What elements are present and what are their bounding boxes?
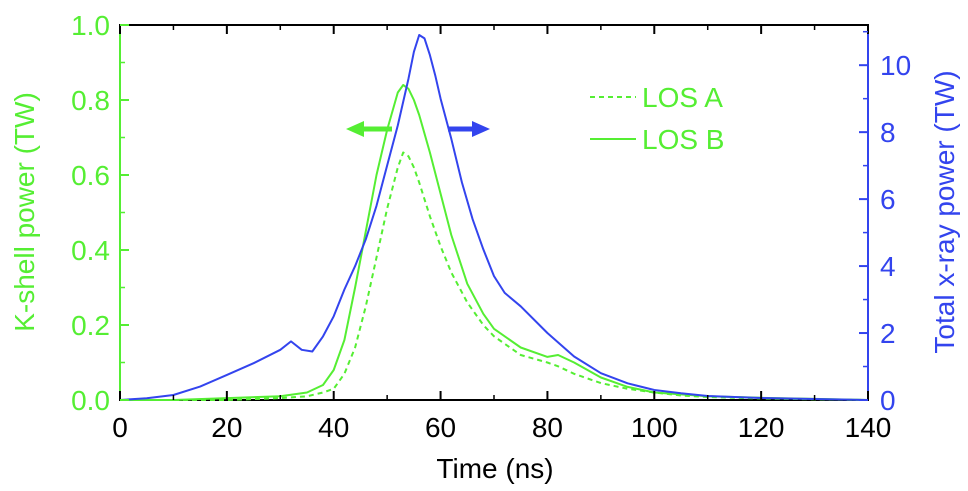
left-axis-arrow-head	[346, 121, 364, 137]
legend-label: LOS A	[642, 82, 723, 113]
y-left-axis-label: K-shell power (TW)	[9, 92, 40, 332]
y-left-tick-label: 0.4	[71, 235, 110, 266]
y-right-tick-label: 2	[880, 318, 896, 349]
series-line-los-b	[120, 84, 869, 401]
x-tick-label: 140	[845, 412, 892, 443]
plot-area-border	[119, 24, 869, 401]
x-tick-label: 80	[532, 412, 563, 443]
y-left-tick-label: 1.0	[71, 10, 110, 41]
series-line-total-xray	[119, 34, 869, 401]
y-left-tick-label: 0.0	[71, 385, 110, 416]
legend: LOS A LOS B	[590, 82, 724, 155]
legend-label: LOS B	[642, 124, 724, 155]
series-layer	[119, 34, 869, 401]
x-tick-label: 40	[318, 412, 349, 443]
y-right-tick-label: 4	[880, 251, 896, 282]
x-tick-label: 0	[112, 412, 128, 443]
y-left-tick-label: 0.2	[71, 310, 110, 341]
plot-frame	[119, 24, 869, 401]
annotations	[346, 121, 490, 137]
y-right-tick-label: 6	[880, 184, 896, 215]
y-right-tick-label: 0	[880, 385, 896, 416]
y-left-tick-label: 0.6	[71, 160, 110, 191]
y-right-axis-label: Total x-ray power (TW)	[929, 70, 960, 353]
series-line-los-a	[120, 151, 869, 401]
ticks-layer: 0 20 40 60 80 100 120 140 0.0 0.2 0.4 0.6 0.8 1.0 0 2 4 6…	[71, 10, 911, 443]
y-left-tick-label: 0.8	[71, 85, 110, 116]
x-tick-label: 120	[738, 412, 785, 443]
y-right-tick-label: 8	[880, 117, 896, 148]
x-tick-label: 100	[631, 412, 678, 443]
x-tick-label: 20	[211, 412, 242, 443]
x-tick-label: 60	[425, 412, 456, 443]
y-right-tick-label: 10	[880, 50, 911, 81]
x-axis-label: Time (ns)	[436, 453, 553, 484]
right-axis-arrow-head	[472, 121, 490, 137]
